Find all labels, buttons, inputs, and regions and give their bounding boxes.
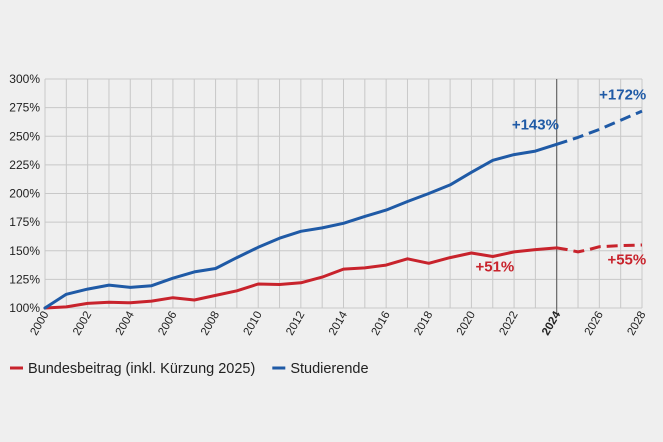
- x-tick-label: 2010: [242, 310, 265, 338]
- x-tick-label: 2002: [71, 310, 94, 338]
- data-annotation: +55%: [607, 251, 646, 268]
- legend-label: Studierende: [290, 361, 368, 377]
- grid: [44, 78, 643, 314]
- y-tick-label: 250%: [9, 129, 40, 143]
- y-tick-label: 100%: [9, 301, 40, 315]
- x-tick-label: 2012: [284, 310, 307, 338]
- x-axis-ticks: 2000 2002 2004 2006 2008 2010 2012 2014 2016 2018…: [28, 309, 648, 338]
- x-tick-label: 2008: [199, 310, 222, 338]
- series-line-solid: [43, 246, 559, 310]
- y-tick-label: 200%: [9, 187, 40, 201]
- series-line-forecast: [556, 243, 643, 254]
- x-tick-label: 2006: [156, 310, 179, 338]
- y-tick-label: 300%: [9, 72, 40, 86]
- legend: Bundesbeitrag (inkl. Kürzung 2025) Studie…: [10, 361, 369, 377]
- y-tick-label: 125%: [9, 272, 40, 286]
- x-tick-label: 2016: [370, 310, 393, 338]
- x-tick-label: 2018: [412, 310, 435, 338]
- data-annotation: +172%: [599, 87, 646, 104]
- legend-label: Bundesbeitrag (inkl. Kürzung 2025): [28, 361, 255, 377]
- y-axis-ticks: 100% 125% 150% 175% 200% 225% 250% 275% 300%: [9, 72, 40, 315]
- x-tick-label: 2004: [114, 309, 137, 338]
- x-tick-label: 2020: [455, 310, 478, 338]
- series-line-forecast: [556, 109, 643, 146]
- x-tick-label: 2026: [583, 310, 606, 338]
- series-line-solid: [43, 142, 559, 310]
- series-lines: [43, 109, 643, 310]
- x-tick-label: 2028: [625, 310, 648, 338]
- y-tick-label: 225%: [9, 158, 40, 172]
- x-tick-label: 2024: [540, 309, 563, 338]
- annotations: +143% +172% +51% +55%: [475, 87, 646, 276]
- x-tick-label: 2014: [327, 309, 350, 338]
- x-tick-label: 2022: [497, 310, 520, 338]
- data-annotation: +51%: [475, 258, 514, 275]
- y-tick-label: 275%: [9, 101, 40, 115]
- data-annotation: +143%: [512, 116, 559, 133]
- y-tick-label: 150%: [9, 244, 40, 258]
- y-tick-label: 175%: [9, 215, 40, 229]
